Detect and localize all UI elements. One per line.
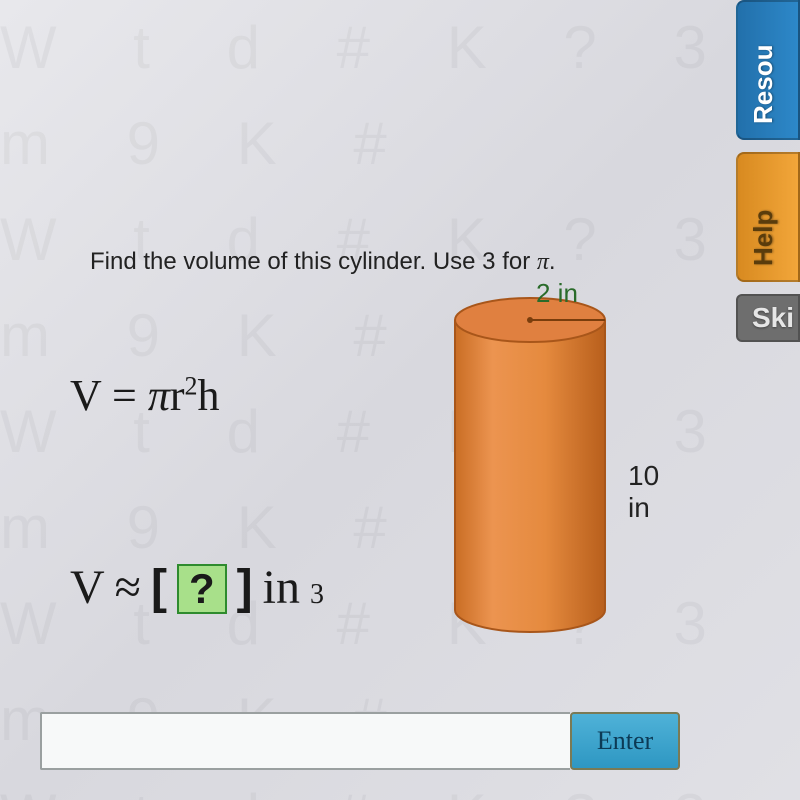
volume-formula: V = πr2h: [70, 370, 220, 421]
answer-input-row: Enter: [40, 712, 680, 770]
answer-placeholder-box[interactable]: ?: [177, 564, 227, 614]
problem-content: Find the volume of this cylinder. Use 3 …: [0, 0, 800, 800]
height-label: 10 in: [628, 460, 660, 524]
answer-V: V: [70, 560, 105, 615]
enter-button[interactable]: Enter: [570, 712, 680, 770]
formula-exp2: 2: [185, 371, 198, 400]
answer-unit: in: [263, 560, 300, 615]
answer-exp3: 3: [310, 579, 324, 611]
answer-input[interactable]: [40, 712, 570, 770]
formula-eq: =: [101, 371, 148, 420]
formula-h: h: [198, 371, 220, 420]
prompt-text: Find the volume of this cylinder. Use 3 …: [90, 248, 537, 275]
formula-pi: π: [148, 371, 170, 420]
approx-symbol: ≈: [115, 560, 141, 615]
pi-symbol: π: [537, 249, 549, 275]
formula-r: r: [170, 371, 185, 420]
prompt-suffix: .: [549, 248, 556, 275]
answer-expression: V ≈ [?]in3: [70, 560, 324, 615]
cylinder-diagram: 2 in 10 in: [440, 290, 660, 650]
cylinder-svg: [440, 290, 620, 640]
problem-prompt: Find the volume of this cylinder. Use 3 …: [90, 248, 556, 276]
formula-V: V: [70, 371, 101, 420]
radius-label: 2 in: [536, 278, 578, 309]
